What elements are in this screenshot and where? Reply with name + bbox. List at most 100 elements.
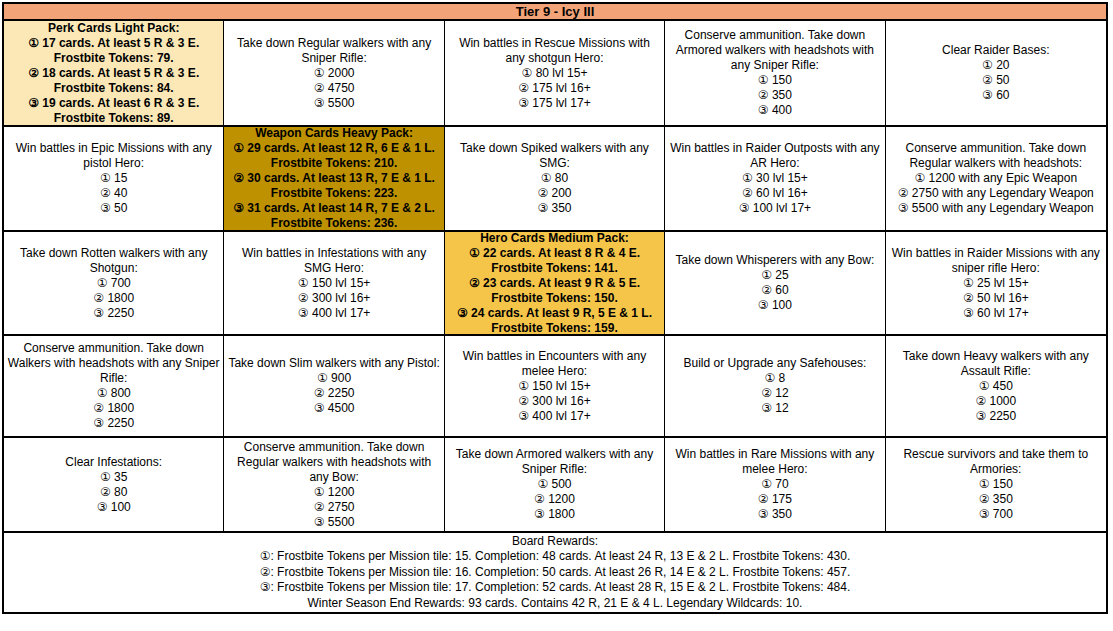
cell-title: Take down Armored walkers with any Snipe…: [448, 447, 661, 477]
tier-value-line: ③ 400: [668, 103, 881, 118]
cell-title: Take down Rotten walkers with any Shotgu…: [7, 246, 220, 276]
mission-cell-r4c3: Win battles in Encounters with any melee…: [445, 336, 665, 438]
tier-value-line: ③ 400 lvl 17+: [448, 409, 661, 424]
tier-value-line: ② 40: [7, 186, 220, 201]
mission-cell-r4c1: Conserve ammunition. Take down Walkers w…: [4, 336, 224, 438]
cell-title: Take down Regular walkers with any Snipe…: [227, 36, 440, 66]
tier-value-line: ① 29 cards. At least 12 R, 6 E & 1 L.: [227, 141, 440, 156]
tier-value-line: ① 80 lvl 15+: [448, 66, 661, 81]
tier-value-line: ③ 400 lvl 17+: [227, 306, 440, 321]
tier-value-line: ① 20: [889, 58, 1103, 73]
cell-title: Take down Spiked walkers with any SMG:: [448, 141, 661, 171]
mission-cell-r2c3: Take down Spiked walkers with any SMG:① …: [445, 127, 665, 232]
mission-cell-r4c5: Take down Heavy walkers with any Assault…: [886, 336, 1106, 438]
tier-value-line: Frostbite Tokens: 141.: [448, 261, 661, 276]
tier-value-line: ① 800: [7, 386, 220, 401]
tier-value-line: ③ 19 cards. At least 6 R & 3 E.: [7, 96, 220, 111]
mission-cell-r5c1: Clear Infestations:① 35② 80③ 100: [4, 438, 224, 533]
weapon-cards-heavy-pack-cell: Weapon Cards Heavy Pack:① 29 cards. At l…: [224, 127, 444, 232]
tier-value-line: ① 80: [448, 171, 661, 186]
tier-value-line: ① 8: [668, 371, 881, 386]
tier-value-line: ① 30 lvl 15+: [668, 171, 881, 186]
tier-value-line: ① 25: [668, 268, 881, 283]
tier-value-line: ② 30 cards. At least 13 R, 7 E & 1 L.: [227, 171, 440, 186]
tier-value-line: ② 1800: [7, 401, 220, 416]
tier-value-line: ① 15: [7, 171, 220, 186]
mission-cell-r5c3: Take down Armored walkers with any Snipe…: [445, 438, 665, 533]
cell-title: Conserve ammunition. Take down Walkers w…: [7, 341, 220, 386]
tier-value-line: ② 4750: [227, 81, 440, 96]
cell-title: Win battles in Rescue Missions with any …: [448, 36, 661, 66]
tier-value-line: ③ 4500: [227, 401, 440, 416]
cell-title: Win battles in Raider Missions with any …: [889, 246, 1103, 276]
cell-title: Conserve ammunition. Take down Regular w…: [227, 440, 440, 485]
tier-value-line: ② 23 cards. At least 9 R & 5 E.: [448, 276, 661, 291]
mission-cell-r3c4: Take down Whisperers with any Bow:① 25② …: [665, 232, 885, 336]
tier-value-line: ① 1200 with any Epic Weapon: [889, 171, 1103, 186]
cell-title: Rescue survivors and take them to Armori…: [889, 447, 1103, 477]
tier-value-line: ③ 100 lvl 17+: [668, 201, 881, 216]
tier-value-line: ③ 100: [668, 298, 881, 313]
tier-value-line: Frostbite Tokens: 84.: [7, 81, 220, 96]
tier-value-line: ③ 100: [7, 500, 220, 515]
cell-title: Win battles in Raider Outposts with any …: [668, 141, 881, 171]
tier-value-line: ① 35: [7, 470, 220, 485]
tier-value-line: ② 300 lvl 16+: [227, 291, 440, 306]
cell-title: Conserve ammunition. Take down Armored w…: [668, 28, 881, 73]
tier-value-line: ③ 175 lvl 17+: [448, 96, 661, 111]
tier-value-line: ③ 50: [7, 201, 220, 216]
tier-value-line: ① 1200: [227, 485, 440, 500]
tier-value-line: ① 25 lvl 15+: [889, 276, 1103, 291]
mission-cell-r5c4: Win battles in Rare Missions with any me…: [665, 438, 885, 533]
tier-value-line: ③ 2250: [7, 416, 220, 431]
tier-value-line: ② 2250: [227, 386, 440, 401]
tier-value-line: ③ 2250: [7, 306, 220, 321]
mission-cell-r5c5: Rescue survivors and take them to Armori…: [886, 438, 1106, 533]
tier-value-line: Frostbite Tokens: 236.: [227, 216, 440, 231]
tier-value-line: ② 1800: [7, 291, 220, 306]
cell-title: Build or Upgrade any Safehouses:: [668, 356, 881, 371]
tier-value-line: Frostbite Tokens: 89.: [7, 111, 220, 126]
cell-title: Hero Cards Medium Pack:: [448, 232, 661, 246]
tier-value-line: ② 175: [668, 492, 881, 507]
tier-value-line: ③ 60: [889, 88, 1103, 103]
mission-cell-r2c4: Win battles in Raider Outposts with any …: [665, 127, 885, 232]
tier-value-line: ③ 350: [668, 507, 881, 522]
board-reward-line: ②: Frostbite Tokens per Mission tile: 16…: [260, 565, 851, 581]
cell-title: Win battles in Epic Missions with any pi…: [7, 141, 220, 171]
tier-value-line: ① 150: [668, 73, 881, 88]
tier-value-line: ② 300 lvl 16+: [448, 394, 661, 409]
tier-value-line: Frostbite Tokens: 150.: [448, 291, 661, 306]
board-reward-line: ③: Frostbite Tokens per Mission tile: 17…: [260, 580, 851, 596]
tier-value-line: ① 150 lvl 15+: [448, 379, 661, 394]
board-reward-line: ①: Frostbite Tokens per Mission tile: 15…: [260, 549, 851, 565]
tier-value-line: ② 350: [668, 88, 881, 103]
tier-value-line: ① 17 cards. At least 5 R & 3 E.: [7, 36, 220, 51]
tier-value-line: ② 60: [668, 283, 881, 298]
cell-title: Take down Slim walkers with any Pistol:: [227, 356, 440, 371]
cell-title: Win battles in Encounters with any melee…: [448, 349, 661, 379]
cell-title: Take down Heavy walkers with any Assault…: [889, 349, 1103, 379]
mission-cell-r1c4: Conserve ammunition. Take down Armored w…: [665, 21, 885, 127]
tier-value-line: ③ 12: [668, 401, 881, 416]
cell-title: Win battles in Infestations with any SMG…: [227, 246, 440, 276]
tier-value-line: ① 2000: [227, 66, 440, 81]
tier-value-line: ③ 5500 with any Legendary Weapon: [889, 201, 1103, 216]
tier-value-line: ① 70: [668, 477, 881, 492]
tier-value-line: ② 2750 with any Legendary Weapon: [889, 186, 1103, 201]
tier-value-line: ① 450: [889, 379, 1103, 394]
tier-value-line: ② 350: [889, 492, 1103, 507]
tier-value-line: ③ 5500: [227, 515, 440, 530]
tier-value-line: ① 900: [227, 371, 440, 386]
tier-value-line: ① 500: [448, 477, 661, 492]
cell-title: Perk Cards Light Pack:: [7, 21, 220, 36]
tier-value-line: ② 50: [889, 73, 1103, 88]
board-rewards-title: Board Rewards:: [512, 534, 598, 550]
mission-cell-r1c3: Win battles in Rescue Missions with any …: [445, 21, 665, 127]
mission-cell-r3c2: Win battles in Infestations with any SMG…: [224, 232, 444, 336]
tier-value-line: ② 2750: [227, 500, 440, 515]
tier-value-line: ① 700: [7, 276, 220, 291]
cell-title: Win battles in Rare Missions with any me…: [668, 447, 881, 477]
tier-value-line: ② 1200: [448, 492, 661, 507]
tier-value-line: ① 150 lvl 15+: [227, 276, 440, 291]
